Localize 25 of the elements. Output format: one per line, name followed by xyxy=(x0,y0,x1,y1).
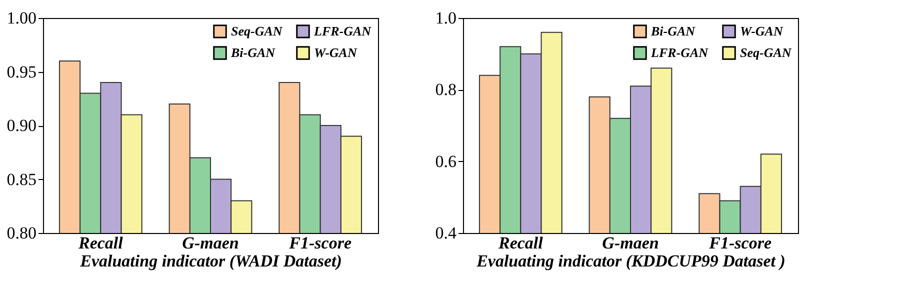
legend-label: Bi-GAN xyxy=(650,23,696,38)
y-tick-label: 1.0 xyxy=(435,8,456,28)
legend-label: Seq-GAN xyxy=(740,45,792,60)
legend-label: LFR-GAN xyxy=(313,23,372,38)
legend-label: LFR-GAN xyxy=(650,45,709,60)
y-tick-label: 0.4 xyxy=(435,224,457,242)
y-tick-label: 0.95 xyxy=(6,62,36,82)
x-axis-title: Evaluating indicator (KDDCUP99 Dataset ) xyxy=(476,252,786,270)
y-tick-label: 0.90 xyxy=(6,116,36,135)
x-tick-label: G-maen xyxy=(182,234,239,252)
y-tick-label: 0.8 xyxy=(435,80,456,100)
x-tick-label: F1-score xyxy=(288,234,352,252)
x-tick-label: Recall xyxy=(497,234,544,252)
y-tick-label: 0.85 xyxy=(6,170,36,189)
x-tick-label: F1-score xyxy=(708,234,772,252)
y-tick-label: 0.6 xyxy=(435,152,456,171)
y-tick-label: 1.00 xyxy=(6,8,36,28)
x-tick-label: Recall xyxy=(77,234,124,252)
legend-label: Bi-GAN xyxy=(230,45,276,60)
y-tick-label: 0.80 xyxy=(6,224,36,242)
x-tick-label: G-maen xyxy=(602,234,659,252)
x-axis-title: Evaluating indicator (WADI Dataset) xyxy=(79,252,342,270)
legend-label: W-GAN xyxy=(740,23,784,38)
legend-label: W-GAN xyxy=(314,45,358,60)
legend-label: Seq-GAN xyxy=(231,23,283,38)
